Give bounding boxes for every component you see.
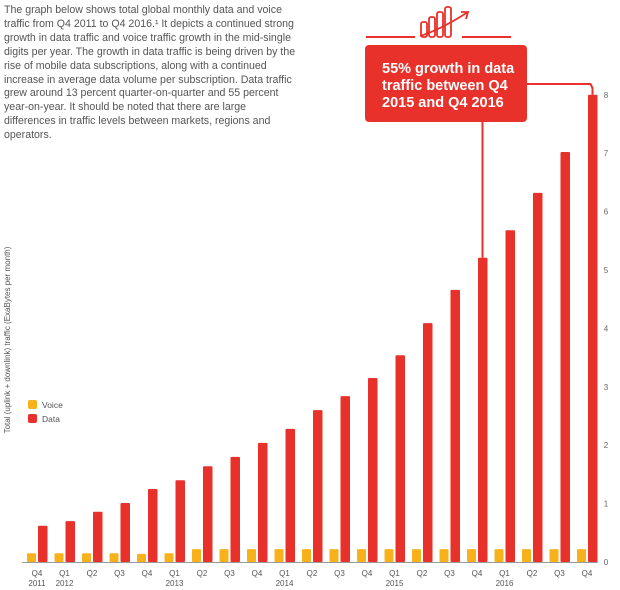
voice-bar xyxy=(137,553,146,562)
data-bar xyxy=(285,428,295,562)
x-tick-year: 2015 xyxy=(386,579,404,588)
intro-paragraph: The graph below shows total global month… xyxy=(4,4,296,142)
x-tick-year: 2014 xyxy=(276,579,294,588)
x-tick-quarter: Q2 xyxy=(307,569,318,578)
callout-connector-q4-2016 xyxy=(527,83,594,95)
voice-bar xyxy=(467,549,476,562)
icon-arrow-head xyxy=(461,11,470,20)
legend-label-voice: Voice xyxy=(42,400,63,410)
x-tick-quarter: Q3 xyxy=(444,569,455,578)
data-bar xyxy=(65,521,75,562)
x-tick-quarter: Q2 xyxy=(417,569,428,578)
x-tick-quarter: Q1 xyxy=(59,569,70,578)
x-tick-year: 2012 xyxy=(56,579,74,588)
data-bar xyxy=(258,442,268,562)
x-tick-year: 2013 xyxy=(166,579,184,588)
y-tick-label: 6 xyxy=(604,208,609,217)
x-tick-quarter: Q2 xyxy=(87,569,98,578)
y-tick-label: 8 xyxy=(604,91,609,100)
icon-bar xyxy=(436,11,444,38)
x-tick-quarter: Q4 xyxy=(582,569,593,578)
voice-bar xyxy=(247,549,256,562)
voice-bar xyxy=(357,549,366,562)
voice-bar xyxy=(192,549,201,562)
legend-label-data: Data xyxy=(42,414,60,424)
data-bar xyxy=(148,489,158,562)
x-tick-quarter: Q1 xyxy=(279,569,290,578)
data-bar xyxy=(450,289,460,562)
voice-bar xyxy=(549,549,559,562)
legend-swatch-voice xyxy=(28,400,37,409)
y-tick-label: 2 xyxy=(604,441,609,450)
growth-callout: 55% growth in data traffic between Q4 20… xyxy=(365,45,527,122)
data-bar xyxy=(38,525,48,562)
icon-bar xyxy=(428,16,436,38)
x-tick-year: 2016 xyxy=(496,579,514,588)
data-bar xyxy=(203,466,213,562)
x-tick-quarter: Q3 xyxy=(114,569,125,578)
data-bar xyxy=(505,230,515,562)
data-bar xyxy=(93,511,103,562)
legend-swatch-data xyxy=(28,414,37,423)
voice-bar xyxy=(384,549,394,562)
x-tick-quarter: Q4 xyxy=(252,569,263,578)
voice-bar xyxy=(82,553,91,562)
y-tick-label: 4 xyxy=(604,324,609,333)
data-bar xyxy=(230,456,240,562)
voice-bar xyxy=(577,549,586,562)
voice-bar xyxy=(274,549,284,562)
y-tick-label: 7 xyxy=(604,149,609,158)
data-bar xyxy=(478,257,488,562)
x-tick-quarter: Q1 xyxy=(389,569,400,578)
x-tick-year: 2011 xyxy=(28,579,46,588)
x-tick-quarter: Q3 xyxy=(224,569,235,578)
data-bar xyxy=(588,94,598,563)
y-tick-label: 1 xyxy=(604,500,609,509)
voice-bar xyxy=(522,549,531,562)
data-bar xyxy=(120,503,130,562)
voice-bar xyxy=(329,549,339,562)
y-axis-label: Total (uplink + downlink) traffic (ExaBy… xyxy=(3,246,12,433)
voice-bar xyxy=(494,549,504,562)
x-tick-quarter: Q4 xyxy=(142,569,153,578)
y-tick-label: 3 xyxy=(604,383,609,392)
icon-bar xyxy=(420,21,428,38)
x-tick-quarter: Q3 xyxy=(334,569,345,578)
data-bar xyxy=(395,355,405,562)
voice-bar xyxy=(54,553,64,562)
x-tick-quarter: Q4 xyxy=(472,569,483,578)
x-tick-quarter: Q1 xyxy=(169,569,180,578)
y-tick-label: 5 xyxy=(604,266,609,275)
icon-arrow-line xyxy=(419,11,469,37)
data-bar xyxy=(423,323,433,562)
data-bar xyxy=(340,396,350,562)
x-tick-quarter: Q2 xyxy=(527,569,538,578)
voice-bar xyxy=(439,549,449,562)
data-bar xyxy=(175,480,185,562)
voice-bar xyxy=(109,553,119,562)
x-tick-quarter: Q4 xyxy=(362,569,373,578)
data-bar xyxy=(533,192,543,563)
data-bar xyxy=(368,378,378,562)
voice-bar xyxy=(302,549,311,562)
y-tick-label: 0 xyxy=(604,558,609,567)
x-tick-quarter: Q4 xyxy=(32,569,43,578)
x-tick-quarter: Q1 xyxy=(499,569,510,578)
rising-bar-chart-icon xyxy=(419,6,470,38)
voice-bar xyxy=(164,553,174,562)
voice-bar xyxy=(412,549,421,562)
data-bar xyxy=(313,410,323,562)
voice-bar xyxy=(27,553,36,562)
data-bar xyxy=(560,152,570,563)
x-tick-quarter: Q3 xyxy=(554,569,565,578)
voice-bar xyxy=(219,549,229,562)
x-tick-quarter: Q2 xyxy=(197,569,208,578)
